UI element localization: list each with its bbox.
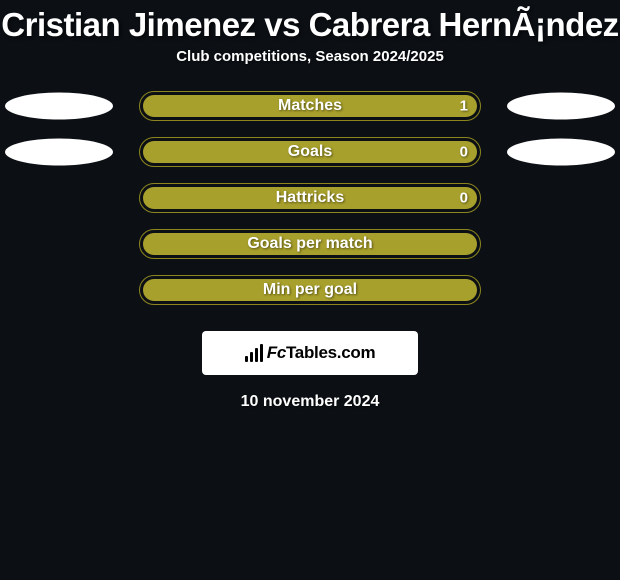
stats-rows: Matches1Goals0Hattricks0Goals per matchM…	[0, 83, 620, 313]
stat-label: Hattricks	[140, 189, 480, 207]
page-title: Cristian Jimenez vs Cabrera HernÃ¡ndez	[0, 0, 620, 48]
stat-value-right: 1	[460, 98, 468, 115]
stats-comparison-card: Cristian Jimenez vs Cabrera HernÃ¡ndez C…	[0, 0, 620, 580]
stat-row: Matches1	[0, 83, 620, 129]
player-left-marker	[5, 93, 113, 120]
stat-pill: Matches1	[139, 91, 481, 121]
stat-pill: Min per goal	[139, 275, 481, 305]
player-left-marker	[5, 139, 113, 166]
stat-row: Goals per match	[0, 221, 620, 267]
date-text: 10 november 2024	[0, 393, 620, 411]
stat-label: Goals	[140, 143, 480, 161]
page-subtitle: Club competitions, Season 2024/2025	[0, 48, 620, 83]
player-right-marker	[507, 139, 615, 166]
player-right-marker	[507, 93, 615, 120]
brand-text: FcTables.com	[267, 343, 376, 363]
stat-row: Hattricks0	[0, 175, 620, 221]
stat-pill: Goals per match	[139, 229, 481, 259]
stat-pill: Goals0	[139, 137, 481, 167]
stat-label: Matches	[140, 97, 480, 115]
brand-text-rest: Tables.com	[286, 343, 375, 362]
brand-badge: FcTables.com	[202, 331, 418, 375]
brand-text-prefix: Fc	[267, 343, 286, 362]
stat-value-right: 0	[460, 190, 468, 207]
stat-label: Min per goal	[140, 281, 480, 299]
chart-bars-icon	[245, 344, 263, 362]
stat-row: Goals0	[0, 129, 620, 175]
stat-row: Min per goal	[0, 267, 620, 313]
stat-label: Goals per match	[140, 235, 480, 253]
stat-value-right: 0	[460, 144, 468, 161]
stat-pill: Hattricks0	[139, 183, 481, 213]
